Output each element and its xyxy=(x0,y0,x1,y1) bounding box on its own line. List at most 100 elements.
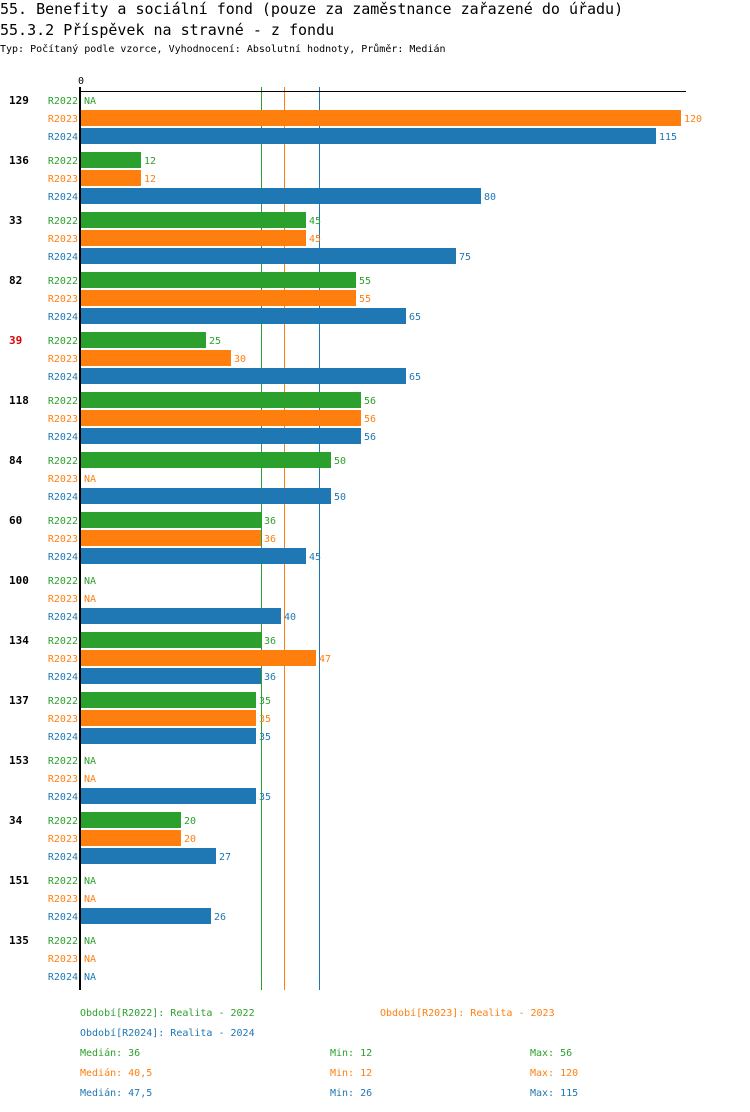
bar xyxy=(81,350,231,366)
series-label: R2022 xyxy=(48,516,78,527)
series-label: R2022 xyxy=(48,636,78,647)
series-label: R2023 xyxy=(48,774,78,785)
data-label: 50 xyxy=(334,492,346,503)
legend-item-r2024: Období[R2024]: Realita - 2024 xyxy=(80,1028,255,1039)
data-label: 75 xyxy=(459,252,471,263)
stat-median-r2023: Medián: 40,5 xyxy=(80,1068,153,1079)
bar xyxy=(81,272,356,288)
bar xyxy=(81,410,361,426)
category-label: 100 xyxy=(9,574,29,587)
series-label: R2024 xyxy=(48,372,78,383)
series-label: R2024 xyxy=(48,732,78,743)
stat-min-r2023: Min: 12 xyxy=(330,1068,373,1079)
chart-section-title: 55. Benefity a sociální fond (pouze za z… xyxy=(0,0,624,18)
data-label: 65 xyxy=(409,372,421,383)
series-label: R2023 xyxy=(48,474,78,485)
series-label: R2024 xyxy=(48,792,78,803)
bar xyxy=(81,170,141,186)
series-label: R2023 xyxy=(48,894,78,905)
bar xyxy=(81,788,256,804)
stat-median-r2022: Medián: 36 xyxy=(80,1048,141,1059)
data-label: 36 xyxy=(264,672,276,683)
bar xyxy=(81,308,406,324)
series-label: R2024 xyxy=(48,972,78,983)
chart-title: 55.3.2 Příspěvek na stravné - z fondu xyxy=(0,21,335,39)
bar xyxy=(81,512,261,528)
data-label: 12 xyxy=(144,174,156,185)
na-label: NA xyxy=(84,876,96,887)
series-label: R2024 xyxy=(48,612,78,623)
data-label: 50 xyxy=(334,456,346,467)
bar xyxy=(81,392,361,408)
series-label: R2022 xyxy=(48,336,78,347)
data-label: 36 xyxy=(264,516,276,527)
series-label: R2022 xyxy=(48,936,78,947)
bar xyxy=(81,668,261,684)
series-label: R2022 xyxy=(48,96,78,107)
stat-min-r2024: Min: 26 xyxy=(330,1088,373,1099)
series-label: R2024 xyxy=(48,492,78,503)
data-label: 65 xyxy=(409,312,421,323)
data-label: 12 xyxy=(144,156,156,167)
series-label: R2024 xyxy=(48,132,78,143)
category-label: 129 xyxy=(9,94,29,107)
data-label: 35 xyxy=(259,714,271,725)
series-label: R2022 xyxy=(48,876,78,887)
bar xyxy=(81,110,681,126)
data-label: 36 xyxy=(264,534,276,545)
data-label: 27 xyxy=(219,852,231,863)
bar xyxy=(81,230,306,246)
bar xyxy=(81,152,141,168)
series-label: R2023 xyxy=(48,834,78,845)
data-label: 20 xyxy=(184,816,196,827)
data-label: 30 xyxy=(234,354,246,365)
bar xyxy=(81,830,181,846)
series-label: R2022 xyxy=(48,396,78,407)
series-label: R2024 xyxy=(48,432,78,443)
bar xyxy=(81,332,206,348)
category-label: 84 xyxy=(9,454,23,467)
series-label: R2024 xyxy=(48,852,78,863)
bar xyxy=(81,692,256,708)
series-label: R2023 xyxy=(48,594,78,605)
series-label: R2023 xyxy=(48,534,78,545)
data-label: 55 xyxy=(359,294,371,305)
na-label: NA xyxy=(84,936,96,947)
data-label: 26 xyxy=(214,912,226,923)
series-label: R2023 xyxy=(48,654,78,665)
category-label: 153 xyxy=(9,754,29,767)
bar xyxy=(81,188,481,204)
stat-median-r2024: Medián: 47,5 xyxy=(80,1088,153,1099)
series-label: R2022 xyxy=(48,156,78,167)
series-label: R2023 xyxy=(48,354,78,365)
data-label: 45 xyxy=(309,552,321,563)
series-label: R2022 xyxy=(48,216,78,227)
data-label: 35 xyxy=(259,696,271,707)
bar-chart: 0 129 R2022 NA R2023 120 R2024 115 136 R2022 12 R20… xyxy=(9,76,702,990)
bar xyxy=(81,428,361,444)
data-label: 120 xyxy=(684,114,702,125)
series-label: R2024 xyxy=(48,252,78,263)
category-label: 33 xyxy=(9,214,22,227)
na-label: NA xyxy=(84,756,96,767)
series-label: R2022 xyxy=(48,456,78,467)
series-label: R2024 xyxy=(48,912,78,923)
category-label: 118 xyxy=(9,394,29,407)
data-label: 115 xyxy=(659,132,677,143)
data-label: 45 xyxy=(309,216,321,227)
bar xyxy=(81,728,256,744)
series-label: R2023 xyxy=(48,174,78,185)
data-label: 35 xyxy=(259,792,271,803)
category-label: 137 xyxy=(9,694,29,707)
data-label: 56 xyxy=(364,432,376,443)
data-label: 35 xyxy=(259,732,271,743)
series-label: R2024 xyxy=(48,192,78,203)
data-label: 47 xyxy=(319,654,331,665)
category-label: 135 xyxy=(9,934,29,947)
data-label: 55 xyxy=(359,276,371,287)
data-label: 45 xyxy=(309,234,321,245)
bar xyxy=(81,212,306,228)
bar xyxy=(81,608,281,624)
legend-item-r2022: Období[R2022]: Realita - 2022 xyxy=(80,1008,255,1019)
bar xyxy=(81,548,306,564)
